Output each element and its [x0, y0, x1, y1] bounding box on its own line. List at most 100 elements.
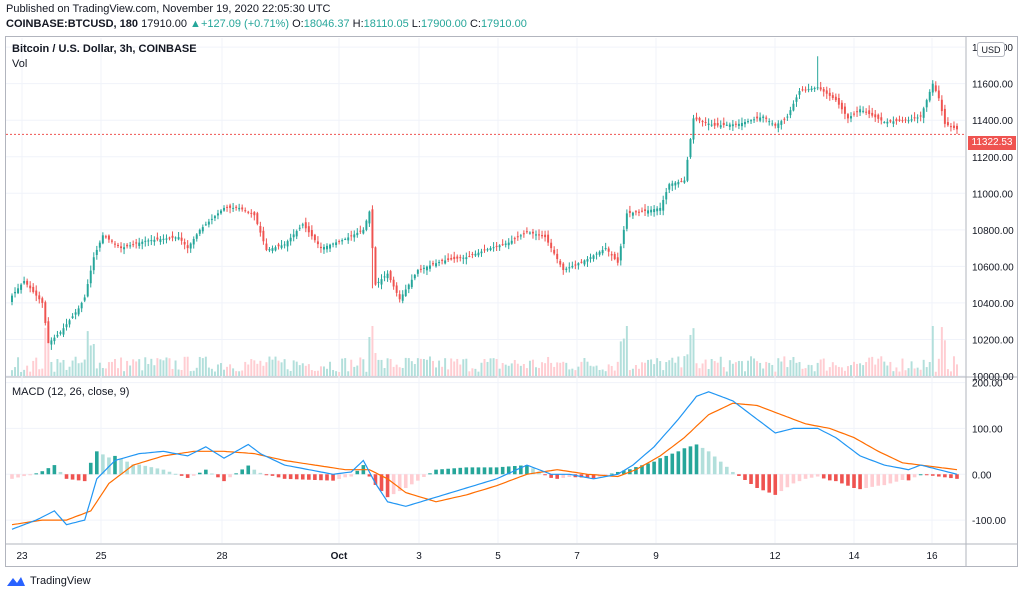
- volume-bar: [404, 357, 407, 376]
- macd-histogram-bar: [634, 467, 638, 475]
- macd-histogram-bar: [803, 474, 808, 479]
- volume-bar: [722, 367, 725, 376]
- macd-histogram-bar: [337, 474, 341, 479]
- volume-bar: [559, 362, 562, 376]
- candle-body: [768, 121, 771, 123]
- volume-bar: [435, 367, 438, 376]
- footer-brand[interactable]: TradingView: [6, 575, 91, 587]
- candle-body: [492, 247, 495, 249]
- candle-body: [380, 279, 383, 285]
- volume-bar: [674, 362, 677, 376]
- volume-bar: [83, 359, 86, 376]
- macd-tick-label: -100.00: [972, 516, 1006, 527]
- volume-bar: [71, 360, 74, 376]
- candle-body: [195, 234, 198, 239]
- macd-tick-label: 200.00: [972, 379, 1003, 390]
- candle-body: [622, 229, 625, 245]
- candle-body: [580, 261, 583, 263]
- candle-body: [465, 257, 468, 260]
- volume-bar: [495, 358, 498, 376]
- candle-body: [374, 247, 377, 285]
- candle-body: [571, 265, 574, 268]
- candle-body: [547, 234, 550, 243]
- macd-histogram-bar: [906, 474, 911, 481]
- macd-histogram-bar: [718, 461, 723, 475]
- macd-histogram-bar: [785, 474, 790, 488]
- candle-body: [262, 230, 265, 242]
- macd-histogram-bar: [101, 454, 105, 475]
- macd-histogram-bar: [313, 474, 317, 480]
- candle-body: [101, 235, 104, 244]
- macd-histogram-bar: [834, 474, 838, 482]
- volume-bar: [831, 362, 834, 376]
- candle-body: [68, 320, 71, 325]
- volume-bar: [332, 369, 335, 376]
- volume-bar: [922, 359, 925, 376]
- candle-body: [846, 114, 849, 119]
- volume-bar: [41, 368, 44, 376]
- high-label: H:: [352, 18, 364, 30]
- volume-bar: [262, 365, 265, 376]
- candle-body: [637, 211, 640, 213]
- macd-histogram-bar: [210, 473, 214, 475]
- last-price-tag: 11322.53: [968, 136, 1016, 150]
- macd-histogram-bar: [894, 474, 899, 482]
- last-price: 17910.00: [141, 18, 187, 30]
- volume-bar: [322, 366, 325, 376]
- volume-bar: [292, 360, 295, 376]
- volume-bar: [253, 360, 256, 376]
- volume-bar: [553, 366, 556, 376]
- volume-bar: [316, 370, 319, 376]
- candle-body: [271, 248, 274, 251]
- candle-body: [410, 279, 413, 288]
- volume-bar: [268, 356, 271, 376]
- volume-bar: [32, 360, 35, 376]
- candle-body: [95, 249, 98, 255]
- candle-body: [107, 235, 110, 240]
- currency-button[interactable]: USD: [977, 42, 1005, 57]
- candle-body: [843, 106, 846, 114]
- low-value: 17900.00: [420, 18, 467, 30]
- macd-histogram-bar: [119, 458, 123, 475]
- candle-body: [877, 114, 880, 119]
- macd-histogram-bar: [846, 474, 850, 486]
- volume-bar: [919, 369, 922, 376]
- volume-bar: [771, 364, 774, 376]
- volume-bar: [786, 367, 789, 376]
- volume-bar: [510, 363, 513, 376]
- volume-bar: [26, 365, 29, 376]
- candle-body: [326, 245, 328, 250]
- candle-body: [677, 181, 680, 185]
- volume-bar: [513, 359, 516, 376]
- volume-bar: [507, 365, 510, 376]
- candle-body: [562, 263, 565, 271]
- volume-bar: [698, 368, 701, 376]
- candle-body: [641, 210, 643, 212]
- volume-bar: [386, 358, 389, 376]
- candle-body: [613, 253, 616, 260]
- candle-body: [444, 260, 447, 264]
- candle-body: [198, 229, 201, 234]
- volume-bar: [859, 363, 862, 376]
- volume-bar: [304, 365, 307, 376]
- volume-bar: [380, 359, 383, 376]
- candle-body: [56, 334, 59, 337]
- candle-body: [250, 212, 253, 214]
- volume-bar: [341, 358, 344, 376]
- volume-bar: [910, 361, 913, 376]
- volume-bar: [704, 359, 707, 376]
- candle-body: [316, 241, 319, 245]
- volume-bar: [677, 356, 680, 376]
- candle-body: [647, 210, 650, 214]
- candle-body: [353, 234, 356, 238]
- candle-body: [856, 111, 859, 113]
- macd-histogram-bar: [949, 474, 953, 479]
- macd-histogram-bar: [276, 474, 281, 478]
- volume-bar: [792, 356, 795, 376]
- volume-bar: [107, 362, 110, 376]
- candle-body: [919, 115, 922, 117]
- chart-frame[interactable]: [5, 36, 1018, 567]
- candle-body: [168, 237, 171, 239]
- price-tick-label: 10000.00: [972, 372, 1014, 383]
